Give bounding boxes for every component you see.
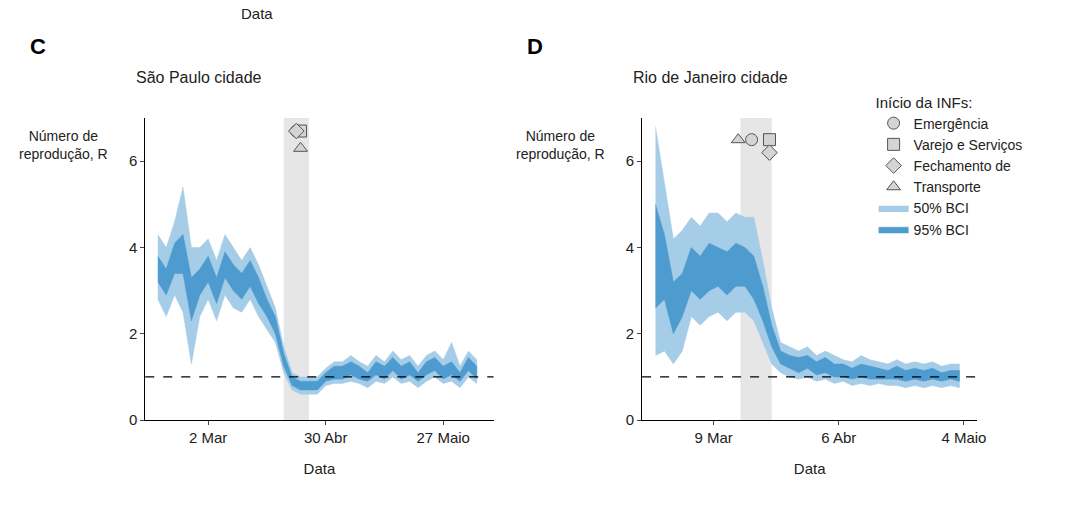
svg-text:2: 2: [129, 325, 137, 342]
svg-text:Data: Data: [304, 460, 336, 477]
svg-text:São Paulo cidade: São Paulo cidade: [136, 69, 262, 86]
svg-text:Varejo e Serviços: Varejo e Serviços: [914, 137, 1023, 153]
svg-text:Número dereprodução, R: Número dereprodução, R: [516, 128, 605, 162]
svg-text:6: 6: [626, 152, 634, 169]
svg-text:4 Maio: 4 Maio: [941, 429, 986, 446]
svg-text:27 Maio: 27 Maio: [417, 429, 470, 446]
svg-text:0: 0: [129, 411, 137, 428]
svg-text:95% BCI: 95% BCI: [914, 222, 969, 238]
svg-text:4: 4: [626, 239, 634, 256]
svg-text:Rio de Janeiro cidade: Rio de Janeiro cidade: [633, 69, 788, 86]
svg-text:9 Mar: 9 Mar: [694, 429, 732, 446]
svg-text:6: 6: [129, 152, 137, 169]
svg-text:Transporte: Transporte: [914, 179, 981, 195]
svg-text:Emergência: Emergência: [914, 116, 989, 132]
svg-text:Fechamento de: Fechamento de: [914, 158, 1011, 174]
svg-text:50% BCI: 50% BCI: [914, 200, 969, 216]
svg-text:Data: Data: [794, 460, 826, 477]
svg-text:C: C: [30, 34, 46, 59]
svg-text:0: 0: [626, 411, 634, 428]
svg-text:2 Mar: 2 Mar: [189, 429, 227, 446]
svg-text:Início da INFs:: Início da INFs:: [876, 94, 973, 111]
svg-text:2: 2: [626, 325, 634, 342]
svg-text:D: D: [527, 34, 543, 59]
svg-text:Número dereprodução, R: Número dereprodução, R: [19, 128, 108, 162]
svg-text:4: 4: [129, 239, 137, 256]
svg-text:30 Abr: 30 Abr: [304, 429, 347, 446]
svg-text:6 Abr: 6 Abr: [821, 429, 856, 446]
svg-text:Data: Data: [241, 5, 273, 22]
